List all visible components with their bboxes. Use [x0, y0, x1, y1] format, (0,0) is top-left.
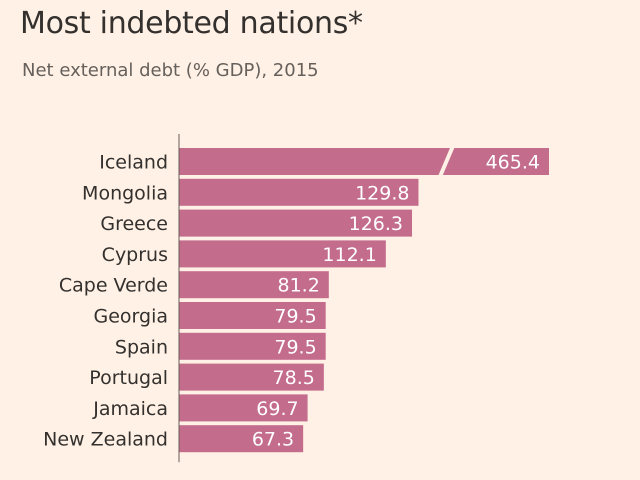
category-label-iceland: Iceland: [99, 152, 168, 174]
axis-break-mark: [437, 144, 456, 179]
category-label-new-zealand: New Zealand: [43, 429, 168, 451]
value-label-cyprus: 112.1: [322, 244, 376, 266]
bar-cape-verde: [179, 271, 329, 299]
bar-new-zealand: [179, 425, 304, 453]
chart-title: Most indebted nations*: [20, 6, 363, 41]
category-label-cyprus: Cyprus: [102, 244, 168, 266]
category-label-jamaica: Jamaica: [92, 398, 168, 420]
value-label-jamaica: 69.7: [256, 398, 298, 420]
value-label-iceland: 465.4: [486, 152, 540, 174]
value-label-portugal: 78.5: [273, 367, 315, 389]
category-label-cape-verde: Cape Verde: [59, 275, 168, 297]
bar-cyprus: [179, 240, 386, 268]
category-label-greece: Greece: [100, 213, 168, 235]
bar-jamaica: [179, 394, 308, 422]
bar-georgia: [179, 302, 326, 329]
bar-iceland: [179, 148, 549, 175]
chart-subtitle: Net external debt (% GDP), 2015: [22, 60, 319, 81]
bar-greece: [179, 209, 413, 237]
category-label-portugal: Portugal: [89, 367, 168, 389]
value-label-spain: 79.5: [274, 336, 316, 358]
category-label-mongolia: Mongolia: [82, 182, 168, 204]
value-label-mongolia: 129.8: [355, 182, 409, 204]
bar-portugal: [179, 363, 324, 391]
bar-spain: [179, 332, 326, 360]
value-label-new-zealand: 67.3: [252, 429, 294, 451]
value-label-georgia: 79.5: [274, 306, 316, 328]
value-label-greece: 126.3: [349, 213, 403, 235]
category-label-spain: Spain: [115, 336, 168, 358]
value-label-cape-verde: 81.2: [278, 275, 320, 297]
category-label-georgia: Georgia: [94, 306, 169, 328]
bar-mongolia: [179, 178, 419, 206]
